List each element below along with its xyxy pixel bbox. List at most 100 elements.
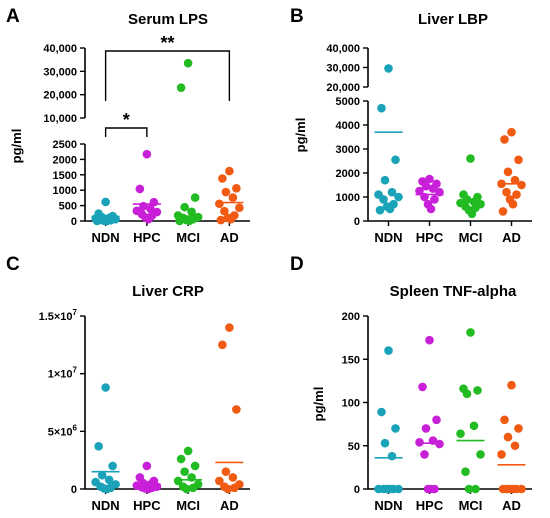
data-point [144, 214, 153, 224]
data-point [497, 450, 506, 459]
x-tick-label: AD [220, 498, 239, 513]
data-point [221, 467, 231, 477]
data-point [430, 195, 439, 204]
data-point [190, 193, 200, 202]
data-point [220, 206, 229, 216]
data-point [425, 335, 434, 345]
data-point [183, 58, 193, 68]
data-point [467, 209, 477, 219]
data-point [421, 424, 431, 433]
x-tick-label: NDN [374, 498, 402, 513]
data-point [135, 184, 145, 194]
y-tick-label: 40,000 [43, 43, 77, 55]
y-tick-label: 3000 [336, 144, 360, 156]
x-tick-label: MCI [176, 498, 200, 513]
panel-d-title: Spleen TNF-alpha [390, 283, 517, 300]
data-point [471, 484, 480, 494]
data-point [507, 380, 516, 390]
data-point [142, 149, 152, 159]
data-point [187, 207, 196, 217]
data-point [146, 204, 155, 213]
data-point [218, 340, 227, 350]
y-tick-label: 0 [354, 484, 360, 496]
data-point [225, 323, 234, 332]
data-point [384, 64, 393, 73]
y-tick-label: 0 [71, 216, 77, 228]
data-point [421, 181, 431, 191]
y-tick-label: 1.5×107 [39, 308, 78, 323]
data-point [415, 437, 424, 447]
x-tick-label: HPC [416, 230, 444, 245]
data-point [498, 207, 508, 216]
y-tick-label: 1000 [336, 192, 360, 204]
panel-letter-a: A [6, 6, 20, 27]
x-tick-label: AD [502, 230, 521, 245]
y-tick-label: 20,000 [43, 90, 77, 102]
panel-b: B Liver LBP pg/ml 0 1000 2000 3000 4000 5000 2… [290, 6, 532, 245]
x-tick-label: HPC [416, 498, 444, 513]
panel-a-ylabel: pg/ml [9, 129, 24, 164]
y-tick-label: 1×107 [48, 366, 78, 381]
data-point [180, 467, 189, 477]
data-point [514, 424, 523, 433]
data-point [508, 484, 518, 494]
data-point [232, 184, 241, 193]
data-point [101, 197, 110, 207]
data-point [176, 83, 186, 92]
data-point [215, 199, 224, 209]
data-point [218, 174, 227, 183]
data-point [175, 216, 184, 226]
data-point [235, 203, 244, 213]
panel-letter-b: B [290, 6, 304, 27]
data-point [104, 475, 114, 485]
data-point [500, 415, 509, 425]
data-point [380, 175, 390, 185]
y-tick-label: 50 [348, 441, 360, 453]
data-point [391, 155, 400, 165]
data-point [512, 190, 521, 199]
y-tick-label: 2000 [53, 154, 77, 166]
panel-b-axes: 0 1000 2000 3000 4000 5000 20,000 30,000 40,000 N… [326, 43, 532, 245]
data-point [230, 483, 239, 493]
data-point [221, 187, 231, 197]
data-point [228, 473, 238, 482]
panel-c: C Liver CRP 0 5×106 1×107 1.5×107 NDN HPC MCI A… [6, 254, 250, 513]
y-tick-label: 5000 [336, 96, 360, 108]
x-tick-label: MCI [176, 230, 200, 245]
data-point [415, 186, 424, 196]
data-point [500, 135, 509, 144]
data-point [176, 454, 186, 464]
data-point [426, 484, 436, 494]
panel-b-title: Liver LBP [418, 11, 488, 28]
data-point [466, 154, 475, 163]
data-point [391, 424, 400, 433]
x-tick-label: AD [502, 498, 521, 513]
panel-c-axes: 0 5×106 1×107 1.5×107 NDN HPC MCI AD [39, 308, 250, 513]
x-tick-label: NDN [92, 498, 120, 513]
panel-d-ylabel: pg/ml [311, 387, 326, 422]
data-point [466, 328, 475, 337]
data-point [377, 103, 386, 113]
data-point [461, 467, 470, 477]
panel-a-title: Serum LPS [128, 11, 208, 28]
y-tick-label: 500 [59, 201, 77, 213]
data-point [377, 407, 386, 417]
data-point [385, 204, 395, 214]
data-point [428, 184, 438, 193]
panel-b-ylabel: pg/ml [293, 118, 308, 153]
data-point [225, 166, 234, 176]
data-point [476, 450, 485, 459]
data-point [226, 214, 236, 224]
data-point [375, 205, 385, 215]
data-point [188, 483, 198, 493]
y-tick-label: 4000 [336, 120, 360, 132]
data-point [510, 441, 520, 451]
x-tick-label: NDN [374, 230, 402, 245]
x-tick-label: MCI [459, 230, 483, 245]
x-tick-label: HPC [133, 498, 161, 513]
data-point [183, 446, 193, 456]
y-tick-label: 30,000 [326, 63, 360, 75]
y-tick-label: 200 [342, 311, 360, 323]
data-point [387, 187, 397, 197]
